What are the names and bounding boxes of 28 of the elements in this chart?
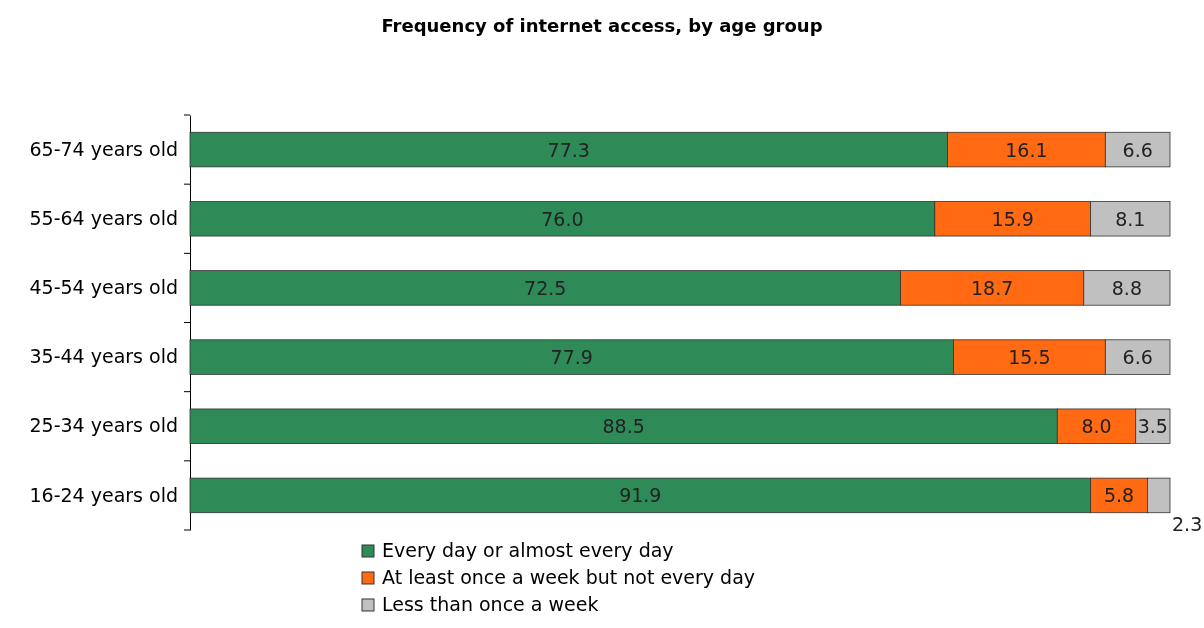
data-label: 91.9 — [619, 484, 662, 507]
y-tick-label: 65-74 years old — [29, 137, 178, 160]
data-label: 72.5 — [524, 276, 567, 299]
data-label: 88.5 — [602, 415, 645, 438]
data-label: 18.7 — [970, 276, 1014, 299]
chart-title: Frequency of internet access, by age group — [381, 15, 823, 36]
data-label: 77.3 — [547, 138, 590, 161]
data-label: 3.5 — [1137, 415, 1168, 438]
data-label: 16.1 — [1005, 138, 1048, 161]
data-label: 8.0 — [1081, 415, 1112, 438]
data-label: 5.8 — [1103, 484, 1135, 507]
data-label: 15.9 — [991, 207, 1034, 230]
y-tick-label: 45-54 years old — [29, 276, 178, 298]
data-label: 15.5 — [1008, 346, 1051, 369]
legend-label: At least once a week but not every day — [382, 566, 756, 588]
data-label: 8.1 — [1115, 207, 1146, 230]
y-tick-label: 16-24 years old — [29, 483, 178, 506]
data-label: 8.8 — [1111, 276, 1142, 299]
data-label: 6.6 — [1122, 138, 1153, 161]
y-tick-label: 55-64 years old — [29, 206, 178, 229]
data-label: 76.0 — [541, 207, 584, 230]
legend-label: Every day or almost every day — [382, 539, 674, 561]
data-label: 2.3 — [1172, 512, 1203, 535]
legend-label: Less than once a week — [382, 593, 599, 615]
data-label: 77.9 — [550, 346, 593, 369]
y-tick-label: 35-44 years old — [29, 345, 178, 368]
data-label: 6.6 — [1122, 346, 1153, 369]
y-tick-label: 25-34 years old — [29, 414, 178, 437]
